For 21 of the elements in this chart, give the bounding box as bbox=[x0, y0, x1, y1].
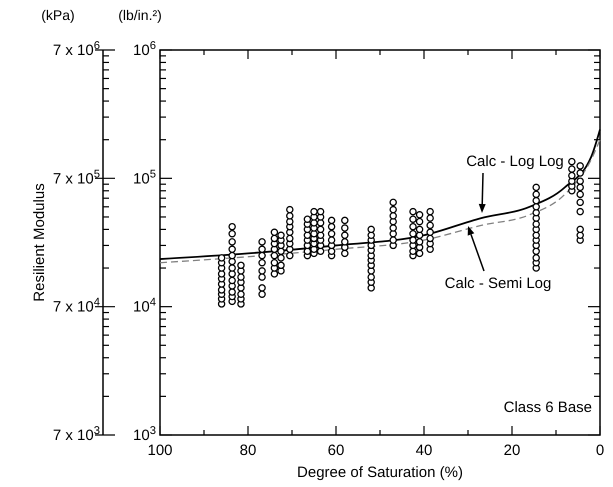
x-axis-title: Degree of Saturation (%) bbox=[297, 464, 463, 481]
x-tick-label: 60 bbox=[328, 442, 344, 459]
x-tick-label: 20 bbox=[504, 442, 520, 459]
text: 7 x 10$^{6}$ bbox=[52, 40, 100, 59]
text: 7 x 10$^{3}$ bbox=[52, 425, 100, 444]
text: 7 x 10$^{4}$ bbox=[52, 296, 100, 316]
annotation: Calc - Semi Log bbox=[444, 275, 552, 292]
y-tick-label: 10$^{5}$ bbox=[133, 168, 156, 188]
x-tick-label: 100 bbox=[147, 442, 173, 459]
annotation: Calc - Log Log bbox=[466, 153, 564, 170]
y-tick-label: 10$^{3}$ bbox=[133, 425, 156, 444]
text: (lb/in.²) bbox=[118, 7, 162, 23]
text: (kPa) bbox=[41, 7, 75, 23]
text: 7 x 10$^{5}$ bbox=[52, 168, 100, 188]
text: Resilient Modulus bbox=[31, 183, 48, 302]
annotation: Class 6 Base bbox=[504, 399, 592, 416]
x-tick-label: 80 bbox=[240, 442, 256, 459]
x-tick-label: 40 bbox=[416, 442, 432, 459]
y-tick-label: 10$^{6}$ bbox=[133, 40, 156, 59]
x-tick-label: 0 bbox=[596, 442, 604, 459]
y-tick-label: 10$^{4}$ bbox=[133, 296, 156, 316]
